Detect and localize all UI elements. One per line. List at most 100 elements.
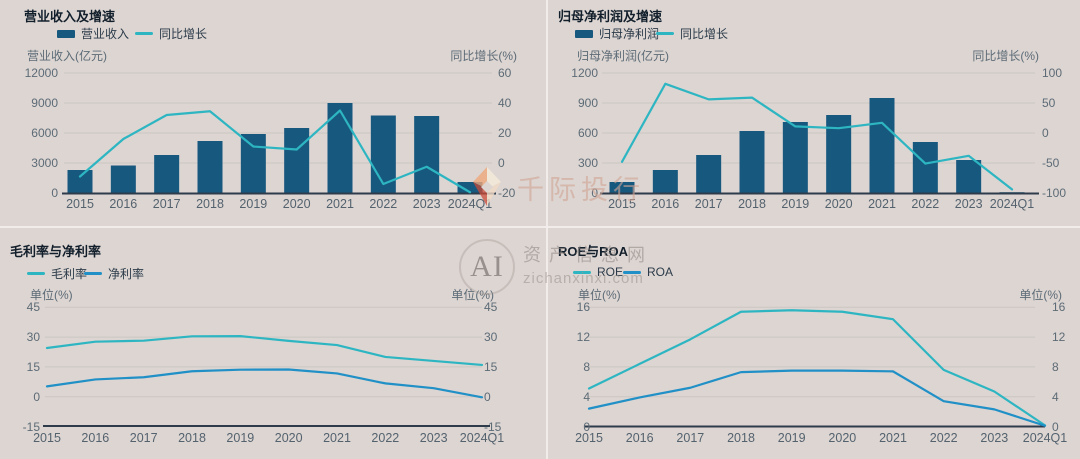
bar [652,170,678,194]
y-axis-tick-label-left: 8 [583,359,590,374]
y-axis-tick-label-right: 0 [1042,126,1049,140]
y-axis-tick-label-right: 30 [484,330,498,345]
y-axis-tick-label-left: 15 [26,359,40,374]
x-axis-tick-label: 2024Q1 [1022,431,1068,445]
y-axis-tick-label-right: -100 [1042,186,1067,200]
y-axis-tick-label-left: 6000 [31,126,58,140]
bar [110,165,136,194]
y-axis-tick-label-right: 12 [1052,330,1066,345]
bar [284,128,310,194]
y-axis-tick-label-right: 20 [498,126,512,140]
legend-item: 归母净利润 [575,25,659,42]
line-series [587,309,1047,427]
bar [154,155,180,194]
line-swatch-icon [84,272,102,275]
line-swatch-icon [656,32,674,35]
legend-label: ROE [597,265,624,279]
y-axis-tick-label-left: -15 [22,419,40,434]
bar [696,155,722,194]
x-axis-tick-label: 2023 [954,197,983,211]
x-axis-tick-label: 2021 [879,431,907,445]
bar [609,182,635,194]
left-axis-title: 单位(%) [578,288,621,302]
right-axis-title: 同比增长(%) [450,49,517,63]
x-axis-tick-label: 2019 [781,197,810,211]
x-axis-tick-label: 2022 [911,197,940,211]
y-axis-tick-label-right: 60 [498,66,512,80]
line-swatch-icon [573,270,591,274]
y-axis-tick-label-left: 300 [577,156,598,170]
left-axis-title: 营业收入(亿元) [27,49,107,63]
x-axis-tick-label: 2015 [33,431,61,445]
bar-swatch-icon [575,29,593,38]
legend-label: ROA [647,265,674,279]
line-series [620,82,1014,191]
y-axis-tick-label-left: 45 [26,300,40,315]
y-axis-tick-label-right: 40 [498,96,512,110]
bar [327,103,353,194]
x-axis-tick-label: 2018 [727,431,755,445]
x-axis-tick-label: 2022 [369,197,398,211]
x-axis-tick-label: 2021 [868,197,896,211]
chart-title: 营业收入及增速 [24,9,116,24]
line-series [45,335,484,367]
chart-title: 毛利率与净利率 [10,244,102,259]
line-swatch-icon [27,272,45,275]
y-axis-tick-label-left: 0 [33,389,40,404]
y-axis-tick-label-right: 45 [484,300,498,315]
legend-label: 同比增长 [159,27,208,41]
chart-operating-revenue-growth: 营业收入及增速 营业收入 同比增长 营业收入(亿元) 同比增长(%) 0 -20 3… [0,0,540,227]
legend-item: 营业收入 [57,25,129,42]
line-swatch-icon [135,32,153,35]
bar [869,98,895,194]
x-axis-tick-label: 2015 [575,431,603,445]
x-axis-tick-label: 2017 [676,431,705,445]
line-series [587,369,1047,427]
x-axis-tick-label: 2022 [371,431,400,445]
x-axis-tick-label: 2021 [323,431,351,445]
y-axis-tick-label-left: 900 [577,96,598,110]
horizontal-divider [0,226,1080,228]
y-axis-tick-label-right: 0 [498,156,505,170]
y-axis-tick-label-right: -50 [1042,156,1060,170]
chart-title: 归母净利润及增速 [558,9,663,24]
y-axis-tick-label-right: 50 [1042,96,1056,110]
x-axis-tick-label: 2023 [419,431,448,445]
line-series [78,109,472,194]
y-axis-tick-label-left: 1200 [571,66,598,80]
plot-area [62,72,496,195]
line-swatch-icon [623,270,641,274]
y-axis-tick-label-left: 4 [583,389,590,404]
vertical-divider [546,0,548,459]
right-axis-title: 单位(%) [451,288,494,302]
x-axis-tick-label: 2024Q1 [459,431,505,445]
x-axis-tick-label: 2016 [651,197,680,211]
y-axis-tick-label-right: 16 [1052,300,1066,315]
legend-label: 同比增长 [680,27,729,41]
x-axis-tick-label: 2020 [274,431,303,445]
y-axis-tick-label-right: 0 [1052,419,1059,434]
legend-label: 净利率 [108,267,145,281]
x-axis-tick-label: 2016 [625,431,654,445]
y-axis-tick-label-right: 4 [1052,389,1059,404]
y-axis-tick-label-left: 600 [577,126,598,140]
y-axis-tick-label-right: -15 [484,419,502,434]
bar [197,141,223,194]
left-axis-title: 单位(%) [30,288,73,302]
legend-item: 同比增长 [656,25,728,42]
x-axis-tick-label: 2015 [608,197,636,211]
x-axis-tick-label: 2022 [929,431,958,445]
legend-label: 毛利率 [51,267,88,281]
y-axis-tick-label-right: 8 [1052,359,1059,374]
x-axis-tick-label: 2015 [66,197,94,211]
chart-gross-net-margin: 毛利率与净利率 毛利率 净利率 单位(%) 单位(%) -15 -15 0 0 15 15… [0,227,540,459]
legend-item: ROA [623,265,673,279]
x-axis-tick-label: 2021 [326,197,354,211]
legend-item: ROE [573,265,623,279]
chart-roe-roa: ROE与ROA ROE ROA 单位(%) 单位(%) 0 0 4 4 8 8 12 12 16… [540,227,1080,459]
x-axis-tick-label: 2018 [196,197,224,211]
x-axis-tick-label: 2023 [980,431,1009,445]
x-axis-tick-label: 2016 [109,197,138,211]
legend-label: 营业收入 [81,27,130,41]
y-axis-tick-label-right: -20 [498,186,516,200]
